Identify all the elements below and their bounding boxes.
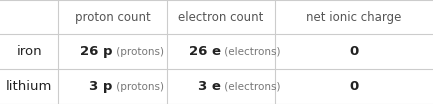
Text: net ionic charge: net ionic charge (306, 11, 402, 24)
Text: (electrons): (electrons) (221, 47, 280, 57)
Text: lithium: lithium (6, 80, 52, 93)
Text: (electrons): (electrons) (221, 82, 280, 92)
Text: 3 e: 3 e (198, 80, 221, 93)
Text: electron count: electron count (178, 11, 264, 24)
Text: 0: 0 (349, 80, 359, 93)
Text: 0: 0 (349, 45, 359, 58)
Text: 26 e: 26 e (189, 45, 221, 58)
Text: (protons): (protons) (113, 82, 164, 92)
Text: (protons): (protons) (113, 47, 164, 57)
Text: proton count: proton count (75, 11, 150, 24)
Text: 26 p: 26 p (80, 45, 113, 58)
Text: 3 p: 3 p (89, 80, 113, 93)
Text: iron: iron (16, 45, 42, 58)
